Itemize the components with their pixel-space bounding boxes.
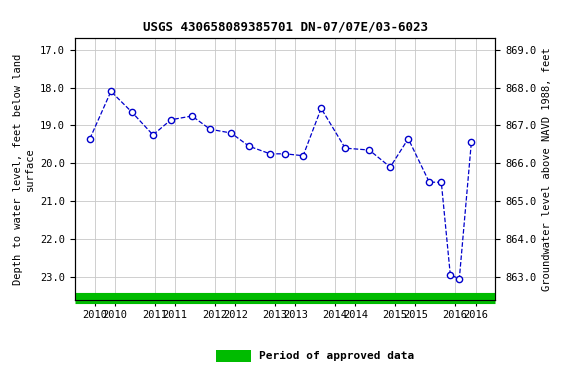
Y-axis label: Groundwater level above NAVD 1988, feet: Groundwater level above NAVD 1988, feet	[542, 47, 552, 291]
FancyBboxPatch shape	[216, 350, 251, 362]
Text: Period of approved data: Period of approved data	[259, 351, 415, 361]
Y-axis label: Depth to water level, feet below land
surface: Depth to water level, feet below land su…	[13, 53, 35, 285]
Title: USGS 430658089385701 DN-07/07E/03-6023: USGS 430658089385701 DN-07/07E/03-6023	[143, 20, 427, 33]
